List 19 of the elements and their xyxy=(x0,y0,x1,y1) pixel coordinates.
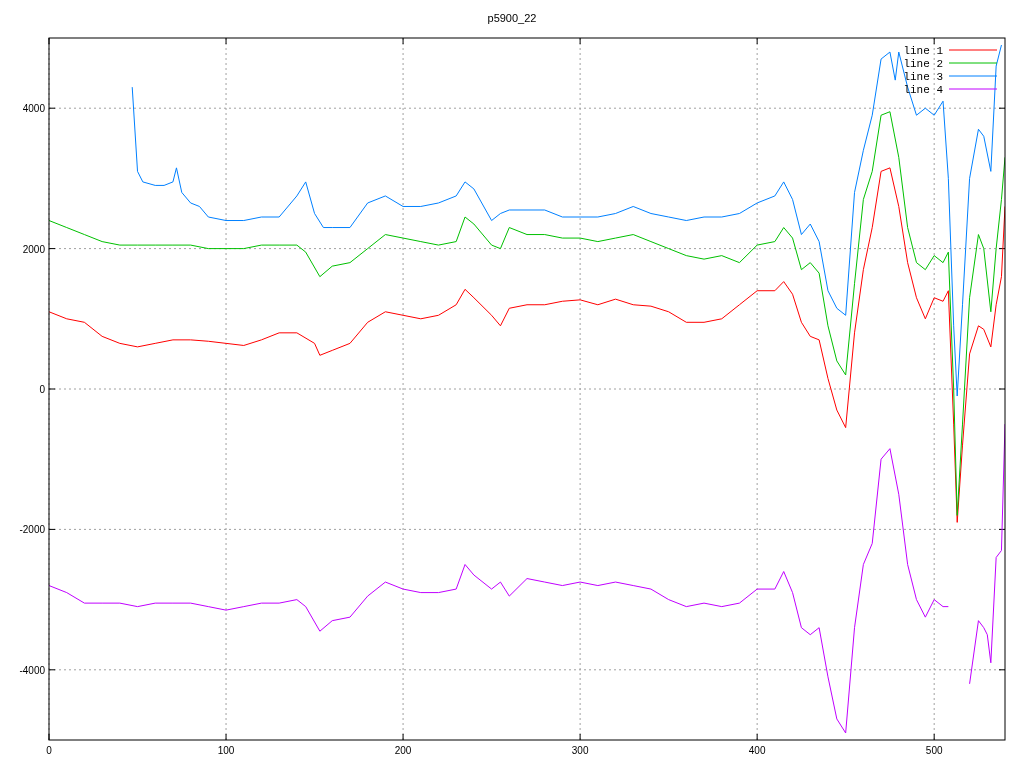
x-tick-label: 100 xyxy=(217,745,235,756)
chart-title: p5900_22 xyxy=(487,12,537,24)
legend-label: line 1 xyxy=(903,45,944,57)
x-tick-label: 0 xyxy=(46,745,53,756)
legend-label: line 2 xyxy=(903,58,943,70)
line-series xyxy=(49,111,1005,516)
legend-label: line 4 xyxy=(903,84,944,96)
legend-label: line 3 xyxy=(903,71,943,83)
x-tick-label: 400 xyxy=(748,745,766,756)
x-tick-label: 200 xyxy=(394,745,412,756)
line-series xyxy=(49,167,1005,523)
line-series xyxy=(131,44,1002,397)
y-tick-label: 4000 xyxy=(22,103,46,115)
y-tick-label: 2000 xyxy=(22,243,46,255)
x-tick-label: 500 xyxy=(925,745,943,756)
x-tick-label: 300 xyxy=(571,745,589,756)
y-tick-label: -2000 xyxy=(19,524,46,536)
y-tick-label: -4000 xyxy=(19,664,46,676)
y-tick-label: 0 xyxy=(39,384,46,395)
